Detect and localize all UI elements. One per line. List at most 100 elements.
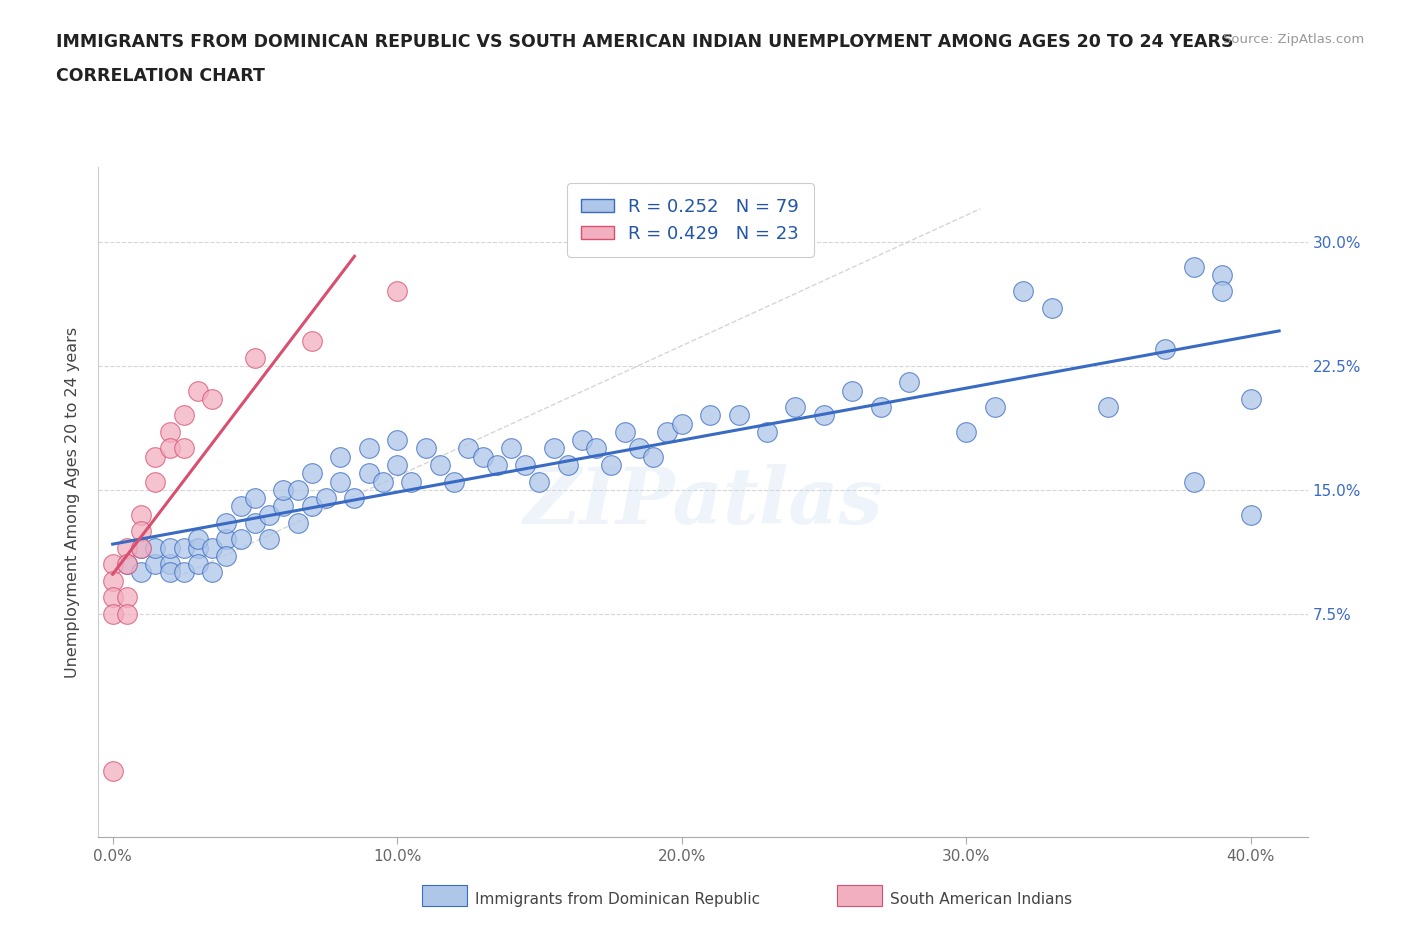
Point <box>671 417 693 432</box>
Point <box>657 424 679 439</box>
Point <box>115 590 138 604</box>
Point <box>471 449 494 464</box>
Point <box>529 474 551 489</box>
Point <box>357 441 380 456</box>
Point <box>869 400 891 415</box>
Point <box>215 549 238 564</box>
Point <box>143 449 166 464</box>
Point <box>329 474 352 489</box>
Point <box>385 458 408 472</box>
Point <box>385 284 408 299</box>
Point <box>129 540 152 555</box>
Point <box>115 557 138 572</box>
Point <box>173 441 195 456</box>
Point <box>129 565 152 580</box>
Point <box>159 441 181 456</box>
Point <box>215 532 238 547</box>
Point <box>785 400 807 415</box>
Point <box>1040 300 1063 315</box>
Point <box>187 557 209 572</box>
Point <box>187 383 209 398</box>
Point <box>159 565 181 580</box>
Point <box>1211 268 1233 283</box>
Point <box>756 424 779 439</box>
Point <box>273 498 295 513</box>
Point <box>301 498 323 513</box>
Point <box>187 532 209 547</box>
Point <box>443 474 465 489</box>
Point <box>727 408 749 423</box>
Point <box>557 458 579 472</box>
Point <box>415 441 437 456</box>
Point <box>571 432 593 447</box>
Point <box>159 424 181 439</box>
Point <box>315 491 337 506</box>
Point <box>329 449 352 464</box>
Point <box>401 474 423 489</box>
Point <box>543 441 565 456</box>
Point <box>115 606 138 621</box>
Point <box>243 515 266 530</box>
Point <box>1182 259 1205 274</box>
Point <box>215 515 238 530</box>
Point <box>101 557 124 572</box>
Point <box>585 441 607 456</box>
Point <box>1097 400 1119 415</box>
Point <box>699 408 721 423</box>
Point <box>898 375 921 390</box>
Point <box>201 540 224 555</box>
Point <box>643 449 665 464</box>
Legend: R = 0.252   N = 79, R = 0.429   N = 23: R = 0.252 N = 79, R = 0.429 N = 23 <box>567 183 814 257</box>
Point <box>1240 392 1263 406</box>
Point <box>371 474 394 489</box>
Point <box>841 383 863 398</box>
Point <box>301 334 323 349</box>
Point <box>343 491 366 506</box>
Point <box>287 483 309 498</box>
Point <box>129 524 152 538</box>
Point <box>201 565 224 580</box>
Point <box>143 540 166 555</box>
Point <box>515 458 537 472</box>
Point <box>983 400 1005 415</box>
Text: CORRELATION CHART: CORRELATION CHART <box>56 67 266 85</box>
Point <box>115 557 138 572</box>
Text: IMMIGRANTS FROM DOMINICAN REPUBLIC VS SOUTH AMERICAN INDIAN UNEMPLOYMENT AMONG A: IMMIGRANTS FROM DOMINICAN REPUBLIC VS SO… <box>56 33 1233 50</box>
Y-axis label: Unemployment Among Ages 20 to 24 years: Unemployment Among Ages 20 to 24 years <box>65 326 80 678</box>
Point <box>101 573 124 588</box>
Point <box>243 491 266 506</box>
Point <box>385 432 408 447</box>
Text: South American Indians: South American Indians <box>890 892 1073 907</box>
Point <box>173 565 195 580</box>
Point <box>485 458 508 472</box>
Point <box>1182 474 1205 489</box>
Point <box>229 532 252 547</box>
Point <box>101 590 124 604</box>
Point <box>173 540 195 555</box>
Point <box>499 441 522 456</box>
Text: Immigrants from Dominican Republic: Immigrants from Dominican Republic <box>475 892 761 907</box>
Point <box>187 540 209 555</box>
Point <box>357 466 380 481</box>
Point <box>301 466 323 481</box>
Point <box>159 540 181 555</box>
Point <box>287 515 309 530</box>
Point <box>273 483 295 498</box>
Point <box>101 764 124 778</box>
Point <box>457 441 479 456</box>
Point <box>115 540 138 555</box>
Point <box>173 408 195 423</box>
Point <box>627 441 650 456</box>
Point <box>613 424 636 439</box>
Point <box>1211 284 1233 299</box>
Point <box>257 507 280 522</box>
Point <box>143 474 166 489</box>
Point <box>243 350 266 365</box>
Point <box>599 458 621 472</box>
Point <box>159 557 181 572</box>
Point <box>813 408 835 423</box>
Point <box>1240 507 1263 522</box>
Point <box>1154 342 1177 357</box>
Point <box>229 498 252 513</box>
Text: Source: ZipAtlas.com: Source: ZipAtlas.com <box>1223 33 1364 46</box>
